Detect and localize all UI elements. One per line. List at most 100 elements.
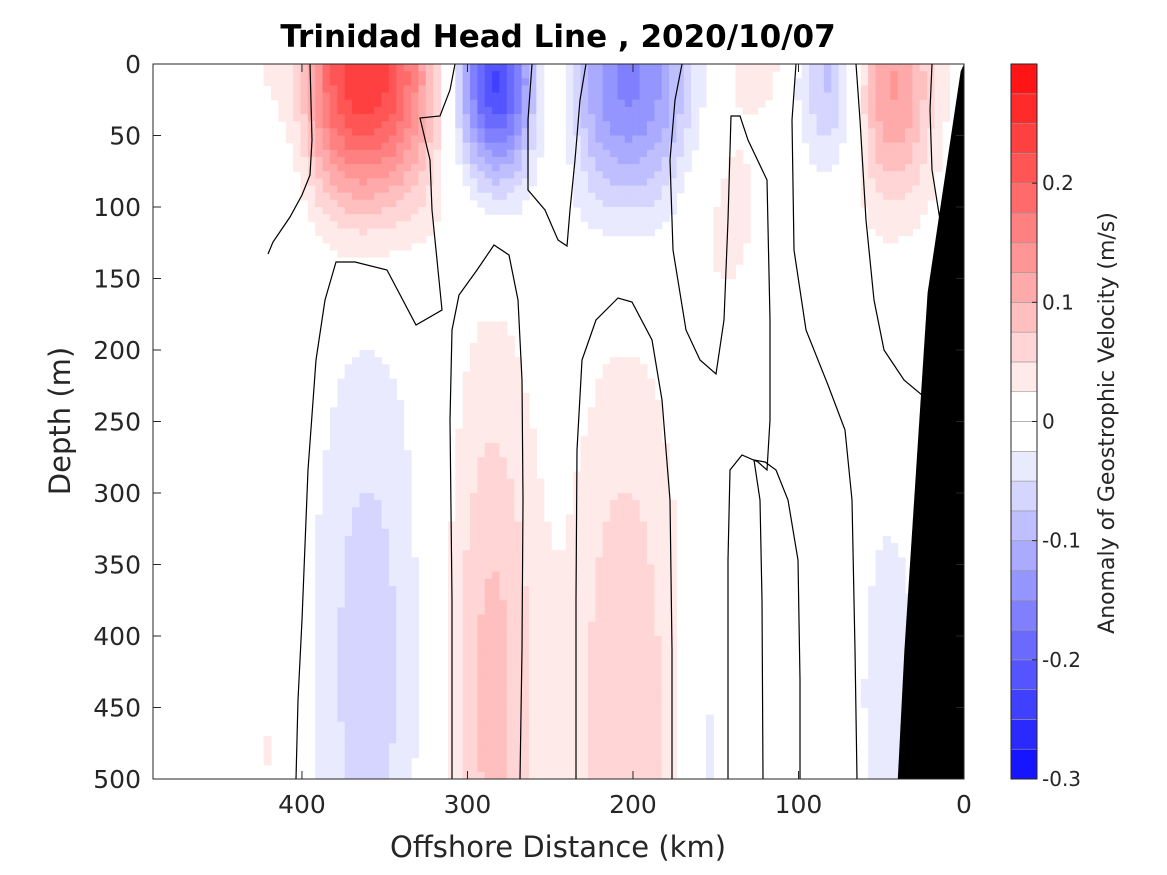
heatmap-cell — [639, 757, 648, 766]
heatmap-cell — [366, 364, 375, 373]
heatmap-cell — [425, 207, 434, 215]
heatmap-cell — [919, 171, 928, 179]
heatmap-cell — [624, 543, 633, 551]
heatmap-cell — [477, 149, 486, 158]
heatmap-cell — [632, 521, 641, 530]
heatmap-cell — [352, 521, 361, 530]
heatmap-cell — [882, 178, 891, 187]
heatmap-cell — [352, 471, 361, 480]
heatmap-cell — [506, 507, 515, 516]
heatmap-cell — [337, 657, 346, 666]
heatmap-cell — [470, 614, 478, 623]
heatmap-cell — [396, 657, 405, 666]
heatmap-cell — [654, 593, 663, 601]
heatmap-cell — [344, 392, 353, 401]
heatmap-cell — [492, 471, 501, 480]
heatmap-cell — [875, 564, 884, 573]
heatmap-cell — [374, 371, 383, 380]
heatmap-cell — [875, 728, 884, 737]
heatmap-cell — [573, 750, 582, 759]
heatmap-cell — [573, 114, 582, 122]
heatmap-cell — [521, 528, 530, 537]
heatmap-cell — [529, 493, 537, 501]
heatmap-cell — [477, 350, 486, 358]
heatmap-cell — [359, 771, 368, 779]
heatmap-cell — [632, 564, 641, 573]
heatmap-cell — [624, 450, 633, 458]
heatmap-cell — [470, 593, 478, 601]
heatmap-cell — [352, 442, 361, 451]
heatmap-cell — [499, 721, 508, 730]
heatmap-cell — [514, 700, 523, 709]
heatmap-cell — [794, 78, 803, 87]
heatmap-cell — [661, 671, 670, 680]
heatmap-cell — [536, 135, 545, 144]
heatmap-cell — [558, 771, 567, 779]
heatmap-cell — [492, 564, 501, 573]
heatmap-cell — [617, 185, 626, 194]
heatmap-cell — [366, 135, 375, 144]
heatmap-cell — [897, 92, 906, 101]
heatmap-cell — [418, 78, 427, 87]
heatmap-cell — [565, 750, 574, 759]
heatmap-cell — [418, 221, 427, 230]
heatmap-cell — [543, 521, 552, 530]
heatmap-cell — [499, 128, 508, 137]
heatmap-cell — [492, 650, 501, 659]
heatmap-cell — [499, 764, 508, 773]
heatmap-cell — [661, 686, 670, 694]
heatmap-cell — [359, 450, 368, 458]
heatmap-cell — [315, 99, 324, 108]
heatmap-cell — [293, 121, 302, 129]
heatmap-cell — [551, 664, 560, 673]
heatmap-cell — [831, 92, 840, 101]
heatmap-cell — [477, 342, 486, 351]
heatmap-cell — [396, 214, 405, 222]
heatmap-cell — [388, 557, 397, 566]
heatmap-cell — [610, 600, 619, 608]
heatmap-cell — [499, 328, 508, 337]
heatmap-cell — [580, 85, 589, 94]
heatmap-cell — [344, 543, 353, 551]
heatmap-cell — [470, 643, 478, 651]
heatmap-cell — [396, 457, 405, 465]
heatmap-cell — [661, 543, 670, 551]
heatmap-cell — [462, 478, 471, 487]
heatmap-cell — [499, 400, 508, 408]
heatmap-cell — [558, 721, 567, 730]
heatmap-cell — [639, 621, 648, 630]
heatmap-cell — [366, 71, 375, 79]
heatmap-cell — [905, 92, 913, 101]
heatmap-cell — [492, 185, 501, 194]
heatmap-cell — [654, 600, 663, 608]
heatmap-cell — [565, 564, 574, 573]
heatmap-cell — [492, 92, 501, 101]
heatmap-cell — [322, 528, 331, 537]
heatmap-cell — [484, 521, 493, 530]
heatmap-cell — [381, 728, 390, 737]
heatmap-cell — [396, 450, 405, 458]
heatmap-cell — [624, 493, 633, 501]
heatmap-cell — [624, 636, 633, 644]
heatmap-cell — [882, 585, 891, 594]
heatmap-cell — [646, 728, 655, 737]
heatmap-cell — [470, 142, 478, 151]
heatmap-cell — [654, 771, 663, 779]
heatmap-cell — [868, 764, 877, 773]
heatmap-cell — [934, 92, 943, 101]
heatmap-cell — [462, 678, 471, 687]
heatmap-cell — [337, 385, 346, 394]
heatmap-cell — [558, 550, 567, 558]
heatmap-cell — [388, 528, 397, 537]
heatmap-cell — [411, 71, 420, 79]
heatmap-cell — [403, 771, 412, 779]
heatmap-cell — [646, 514, 655, 523]
heatmap-cell — [646, 764, 655, 773]
heatmap-cell — [882, 543, 891, 551]
heatmap-cell — [669, 621, 678, 630]
heatmap-cell — [587, 678, 596, 687]
heatmap-cell — [285, 99, 294, 108]
heatmap-cell — [470, 421, 478, 430]
heatmap-cell — [816, 149, 825, 158]
heatmap-cell — [514, 507, 523, 516]
